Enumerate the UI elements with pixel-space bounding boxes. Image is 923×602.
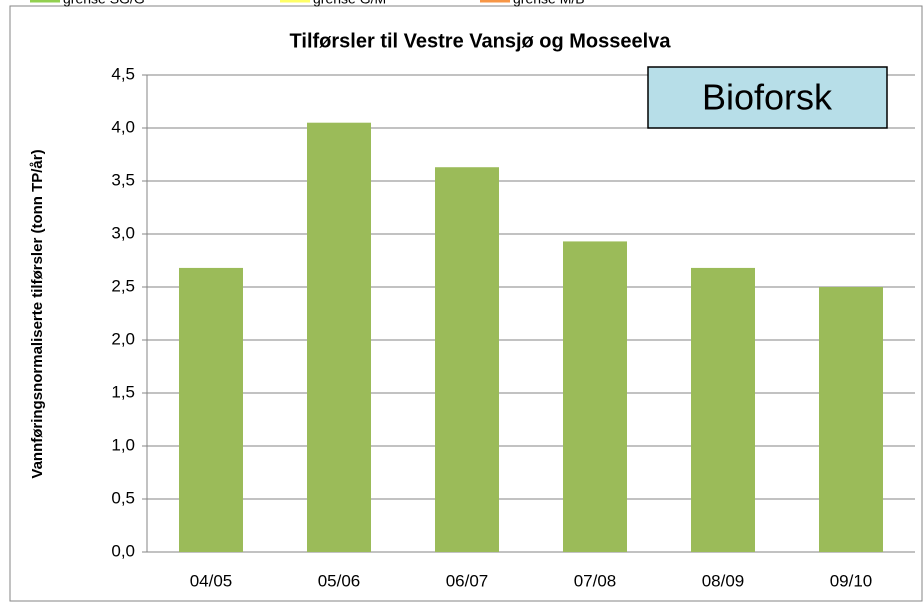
bar (563, 241, 627, 553)
y-tick-label: 2,5 (111, 276, 135, 295)
bar (307, 122, 371, 552)
x-tick-label: 07/08 (574, 571, 617, 590)
y-tick-label: 0,5 (111, 488, 135, 507)
y-tick-label: 3,0 (111, 223, 135, 242)
bar (435, 167, 499, 552)
y-axis-label: Vannføringsnormaliserte tilførsler (tonn… (29, 149, 46, 478)
y-tick-label: 2,0 (111, 329, 135, 348)
y-tick-label: 4,0 (111, 117, 135, 136)
y-tick-label: 3,5 (111, 170, 135, 189)
y-tick-label: 4,5 (111, 64, 135, 83)
x-tick-label: 04/05 (190, 571, 233, 590)
annotation-box (647, 66, 888, 129)
x-tick-label: 06/07 (446, 571, 489, 590)
legend-label: grense SG/G (63, 0, 145, 7)
x-tick-label: 05/06 (318, 571, 361, 590)
y-tick-label: 1,0 (111, 435, 135, 454)
legend-label: grense G/M (313, 0, 386, 7)
bar (691, 267, 755, 552)
y-tick-label: 0,0 (111, 541, 135, 560)
legend-label: grense M/B (513, 0, 585, 7)
x-tick-label: 08/09 (702, 571, 745, 590)
x-tick-label: 09/10 (830, 571, 873, 590)
bar (819, 287, 883, 552)
bar (179, 267, 243, 552)
annotation: Bioforsk (702, 77, 833, 118)
y-tick-label: 1,5 (111, 382, 135, 401)
chart-title: Tilførsler til Vestre Vansjø og Mosseelv… (290, 30, 672, 52)
